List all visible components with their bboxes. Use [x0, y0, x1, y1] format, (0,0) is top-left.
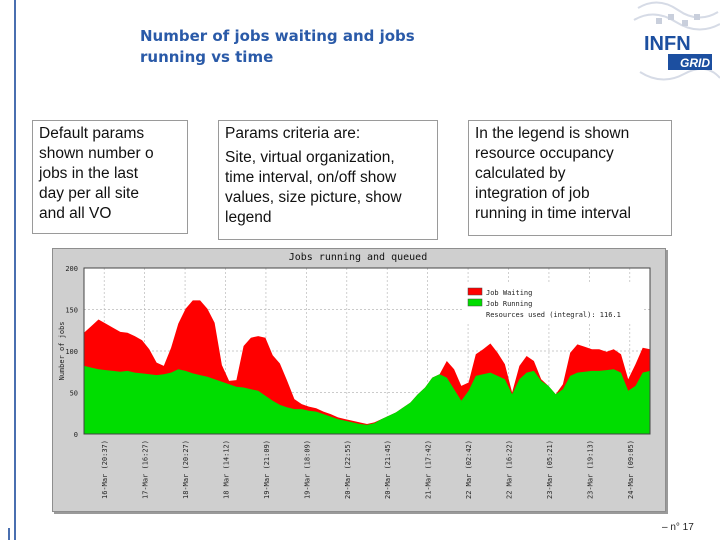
slide-title-line1: Number of jobs waiting and jobs — [140, 27, 415, 45]
y-tick-label: 200 — [65, 265, 78, 273]
jobs-chart: Jobs running and queued 0 50 100 150 200 16-M… — [58, 252, 651, 499]
series-area-job-running — [84, 365, 650, 434]
y-tick-label: 0 — [74, 431, 78, 439]
logo-main-text: INFN — [644, 33, 691, 55]
x-tick-label: 17-Mar (16:27) — [142, 440, 150, 499]
note-line: legend — [225, 209, 272, 226]
note-line: calculated by — [475, 165, 566, 182]
chart-title: Jobs running and queued — [289, 252, 427, 263]
note-line: Site, virtual organization, — [225, 149, 395, 166]
left-border-tick — [8, 528, 18, 540]
note-box-params-criteria: Params criteria are: Site, virtual organ… — [218, 120, 438, 240]
x-tick-label: 20-Mar (21:45) — [384, 440, 392, 499]
plot-area: 0 50 100 150 200 16-Mar (20:37) 17-Mar (16:27)… — [58, 265, 651, 499]
legend-label: Job Waiting — [486, 289, 532, 297]
note-line: integration of job — [475, 185, 590, 202]
y-tick-label: 150 — [65, 307, 78, 315]
logo-sub-text: GRID — [680, 56, 710, 70]
note-line: and all VO — [39, 205, 112, 222]
x-tick-label: 24-Mar (09:05) — [627, 440, 635, 499]
note-line: jobs in the last — [39, 165, 139, 182]
note-line: Default params — [39, 125, 145, 142]
legend-note: Resources used (integral): 116.1 — [486, 311, 621, 319]
note-box-default-params: Default params shown number o jobs in th… — [32, 120, 188, 234]
left-border-line — [14, 0, 16, 540]
x-tick-label: 20-Mar (22:55) — [344, 440, 352, 499]
x-tick-label: 23-Mar (05:21) — [546, 440, 554, 499]
legend-swatch — [467, 298, 483, 307]
legend-swatch — [467, 287, 483, 296]
y-tick-label: 50 — [70, 390, 78, 398]
y-axis-label: Number of jobs — [58, 321, 66, 380]
x-tick-label: 23-Mar (19:13) — [586, 440, 594, 499]
x-tick-label: 18-Mar (20:27) — [182, 440, 190, 499]
legend-box — [464, 284, 644, 324]
slide-title: Number of jobs waiting and jobs running … — [140, 26, 500, 68]
note-line: day per all site — [39, 185, 139, 202]
slide-title-line2: running vs time — [140, 48, 274, 66]
x-tick-label: 22 Mar (02:42) — [465, 440, 473, 499]
note-box-legend-info: In the legend is shown resource occupanc… — [468, 120, 672, 236]
x-tick-label: 19-Mar (21:09) — [263, 440, 271, 499]
note-line: In the legend is shown — [475, 125, 630, 142]
plot-border — [83, 267, 651, 435]
x-tick-label: 19-Mar (18:09) — [303, 440, 311, 499]
infn-grid-logo: INFN GRID — [628, 0, 720, 92]
x-tick-label: 16-Mar (20:37) — [101, 440, 109, 499]
note-line: shown number o — [39, 145, 154, 162]
x-tick-label: 22 Mar (16:22) — [506, 440, 514, 499]
note-line: values, size picture, show — [225, 189, 402, 206]
note-line: time interval, on/off show — [225, 169, 397, 186]
slide-footer: – n° 17 — [662, 522, 694, 533]
legend-label: Job Running — [486, 300, 532, 308]
note-line: resource occupancy — [475, 145, 614, 162]
y-tick-label: 100 — [65, 348, 78, 356]
x-tick-label: 21-Mar (17:42) — [425, 440, 433, 499]
x-tick-label: 18 Mar (14:12) — [223, 440, 231, 499]
note-line: Params criteria are: — [225, 125, 361, 142]
note-line: running in time interval — [475, 205, 631, 222]
